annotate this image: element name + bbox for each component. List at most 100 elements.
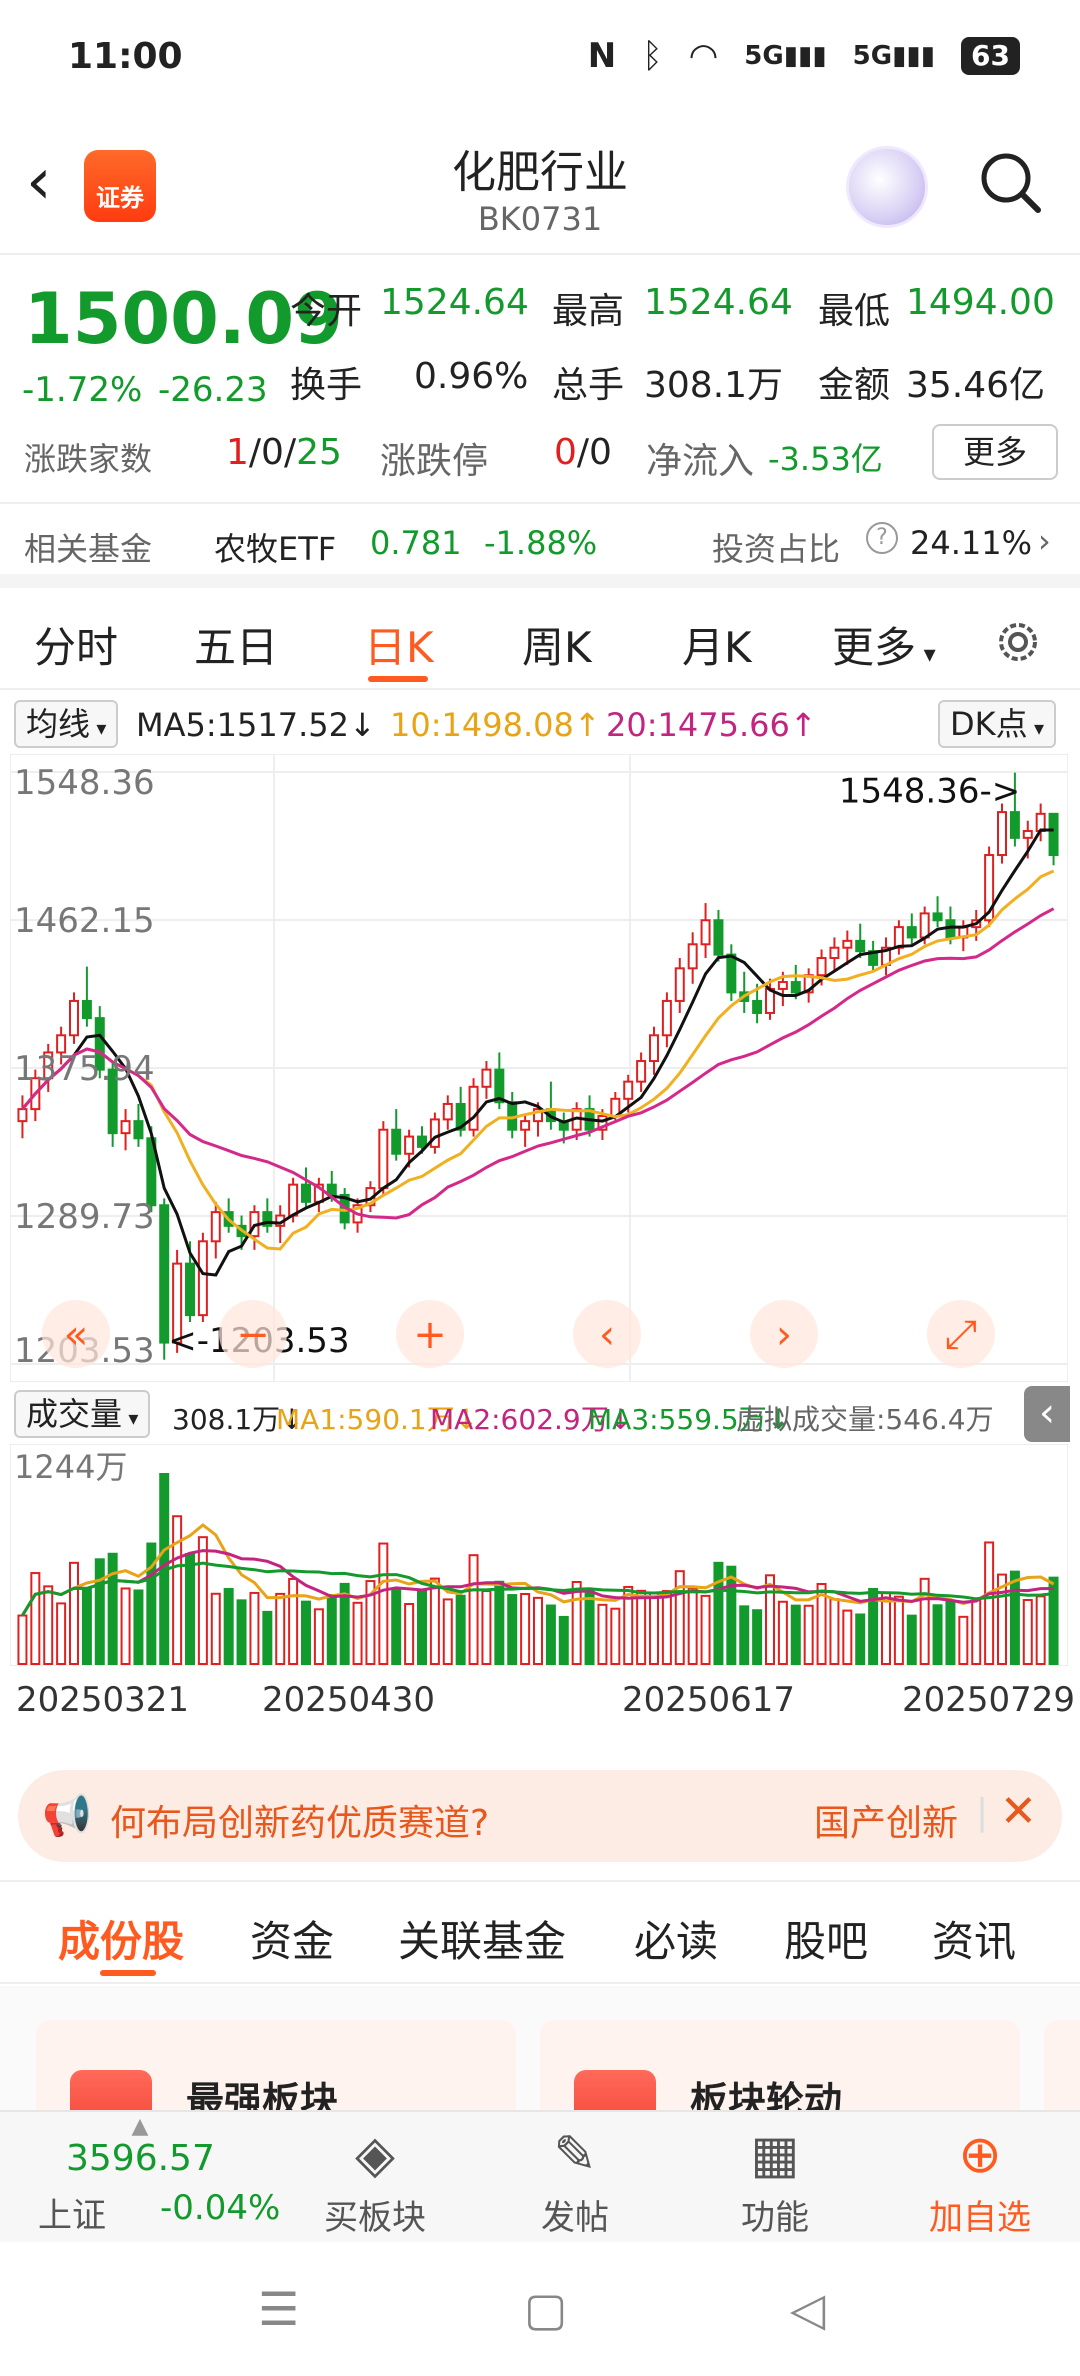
candle-body <box>391 1128 402 1155</box>
volume-bar <box>868 1587 879 1665</box>
banner-tag[interactable]: 国产创新 <box>814 1803 959 1844</box>
news-banner[interactable]: 📢 何布局创新药优质赛道? 国产创新 | ✕ <box>18 1770 1062 1862</box>
tab-constituents[interactable]: 成份股 <box>58 1917 185 1966</box>
volume-bar <box>481 1590 492 1665</box>
k-line-chart[interactable]: 1548.361462.151375.941289.731203.531548.… <box>10 754 1068 1382</box>
vol-ma1: MA1:590.1万↓ <box>276 1403 479 1436</box>
volume-bar <box>391 1587 402 1665</box>
tab-news[interactable]: 资讯 <box>932 1917 1017 1966</box>
card-partial[interactable] <box>1044 2020 1080 2110</box>
assistant-robot-icon[interactable] <box>846 146 928 228</box>
tab-indicator <box>368 676 428 682</box>
volume-select[interactable]: 成交量 ▾ <box>14 1390 151 1438</box>
sector-code: BK0731 <box>477 200 603 238</box>
candle-body <box>893 926 904 949</box>
dk-point-select[interactable]: DK点 ▾ <box>938 700 1057 748</box>
fund-name[interactable]: 农牧ETF <box>214 530 337 568</box>
back-triangle-icon[interactable]: ◁ <box>790 2282 826 2336</box>
volume-bar <box>765 1574 775 1665</box>
volume-bar <box>210 1592 221 1665</box>
subtab-indicator <box>100 1970 156 1976</box>
index-ticker[interactable]: ▲ 3596.57 上证 -0.04% <box>30 2112 280 2244</box>
candle-body <box>288 1183 299 1217</box>
nav-post[interactable]: ✎ 发帖 <box>500 2112 650 2244</box>
y-tick-label: 1548.36 <box>14 763 155 803</box>
tab-monthly-k[interactable]: 月K <box>682 623 752 672</box>
volume-legend-bar: 成交量 ▾ 308.1万↓ MA1:590.1万↓ MA2:602.9万↓ MA… <box>0 1386 1080 1442</box>
card-strongest-sector[interactable]: 最强板块 <box>36 2020 516 2110</box>
zoom-out-icon[interactable]: − <box>219 1300 287 1368</box>
tab-five-day[interactable]: 五日 <box>194 623 279 672</box>
volume-bar <box>893 1595 904 1666</box>
help-icon[interactable]: ? <box>866 522 898 554</box>
tab-must-read[interactable]: 必读 <box>634 1917 719 1966</box>
app-logo[interactable]: 证券 <box>84 150 156 222</box>
svg-text:−: − <box>236 1312 270 1358</box>
volume-bar <box>43 1585 54 1665</box>
volume-bar <box>69 1561 79 1665</box>
tab-intraday[interactable]: 分时 <box>34 623 119 672</box>
volume-bar <box>597 1603 608 1666</box>
volume-bar <box>842 1609 853 1666</box>
step-right-icon[interactable]: › <box>750 1300 818 1368</box>
tab-forum[interactable]: 股吧 <box>784 1917 869 1966</box>
nav-add-watchlist[interactable]: ⊕ 加自选 <box>900 2112 1060 2244</box>
related-fund-row[interactable]: 相关基金 农牧ETF 0.781 -1.88% 投资占比 ? 24.11% › <box>0 502 1080 588</box>
volume-bar <box>945 1600 956 1666</box>
banner-text[interactable]: 何布局创新药优质赛道? <box>110 1803 490 1844</box>
ma-line-ma5 <box>21 828 1054 1277</box>
quote-panel: 1500.09 -1.72% -26.23 今开 1524.64 最高 1524… <box>0 258 1080 588</box>
volume-bar <box>17 1614 28 1666</box>
volume-bar <box>687 1587 698 1665</box>
wifi-icon: ◠ <box>688 36 719 76</box>
fund-value: 0.781 <box>370 524 462 562</box>
fast-back-icon[interactable]: « <box>42 1300 110 1368</box>
candle-body <box>1009 811 1020 839</box>
volume-bar <box>533 1596 543 1665</box>
volume-bar <box>752 1609 763 1665</box>
tab-weekly-k[interactable]: 周K <box>522 623 592 672</box>
home-icon[interactable]: ▢ <box>524 2282 568 2336</box>
volume-ma-line <box>21 1561 1054 1617</box>
bottom-nav: ▲ 3596.57 上证 -0.04% ◈ 买板块 ✎ 发帖 ▦ 功能 ⊕ 加自… <box>0 2110 1080 2242</box>
menu-icon[interactable]: ☰ <box>258 2282 300 2336</box>
tab-funds-flow[interactable]: 资金 <box>250 1917 335 1966</box>
close-icon[interactable]: ✕ <box>1000 1786 1037 1837</box>
volume-bar <box>249 1591 260 1665</box>
candle-body <box>919 912 930 939</box>
open-label: 今开 <box>290 291 363 332</box>
nav-buy-sector[interactable]: ◈ 买板块 <box>300 2112 450 2244</box>
grid-icon: ▦ <box>750 2125 800 2185</box>
netflow-value: -3.53亿 <box>768 440 883 478</box>
fullscreen-icon[interactable]: ⤢ <box>927 1300 995 1368</box>
gear-icon[interactable] <box>992 616 1044 668</box>
zoom-in-icon[interactable]: + <box>396 1300 464 1368</box>
bluetooth-icon: ᛒ <box>642 36 663 76</box>
back-icon[interactable]: ‹ <box>26 145 52 219</box>
candle-body <box>623 1080 634 1100</box>
megaphone-icon: 📢 <box>42 1793 92 1839</box>
tab-daily-k[interactable]: 日K <box>364 623 434 672</box>
turnover-label: 换手 <box>290 365 363 406</box>
step-left-icon[interactable]: ‹ <box>573 1300 641 1368</box>
fund-label: 相关基金 <box>24 530 153 568</box>
collapse-panel-icon[interactable]: ‹ <box>1024 1386 1070 1442</box>
volume-bar <box>81 1588 92 1665</box>
amount-value: 35.46亿 <box>906 365 1046 406</box>
candle-body <box>185 1262 195 1317</box>
volume-bar <box>107 1552 118 1665</box>
volume-bar <box>829 1598 840 1665</box>
ratio-value: 24.11% <box>910 524 1033 562</box>
candle-body <box>262 1211 273 1227</box>
tab-more[interactable]: 更多 ▾ <box>832 623 936 672</box>
card-sector-rotation[interactable]: 板块轮动 <box>540 2020 1020 2110</box>
volume-bar <box>378 1542 389 1665</box>
search-icon[interactable] <box>978 150 1042 214</box>
header: ‹ 证券 化肥行业 BK0731 <box>0 120 1080 255</box>
more-button[interactable]: 更多 <box>932 424 1058 480</box>
nav-functions[interactable]: ▦ 功能 <box>700 2112 850 2244</box>
chevron-right-icon[interactable]: › <box>1038 522 1051 560</box>
tab-related-funds[interactable]: 关联基金 <box>398 1917 567 1966</box>
indicator-select[interactable]: 均线 ▾ <box>14 700 119 748</box>
current-price: 1500.09 <box>24 278 343 360</box>
